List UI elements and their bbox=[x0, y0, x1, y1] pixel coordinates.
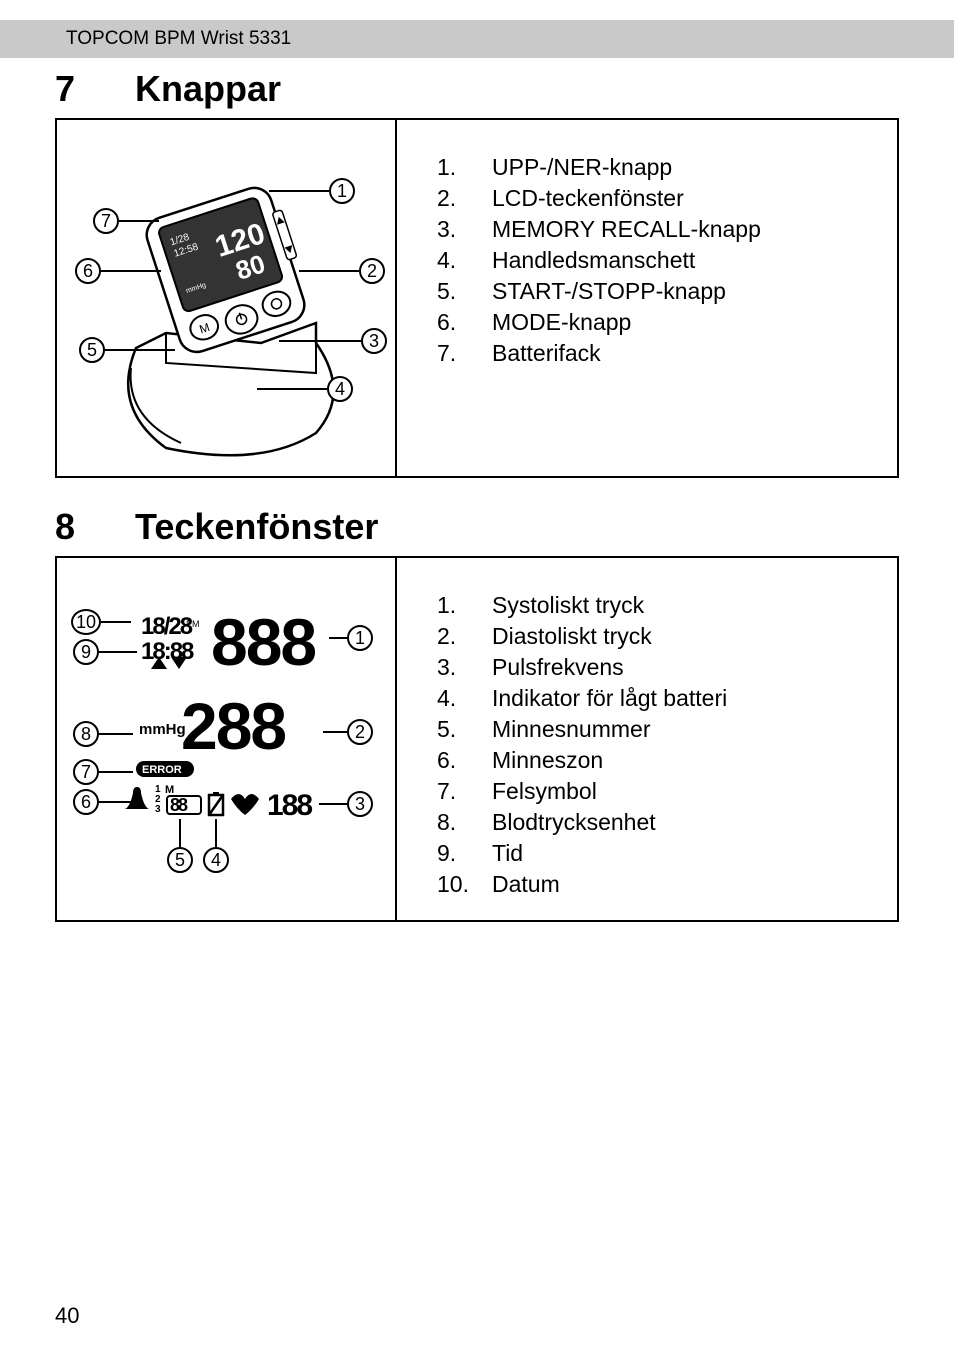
s7-item-3: MEMORY RECALL-knapp bbox=[492, 214, 761, 245]
page-number: 40 bbox=[55, 1303, 79, 1329]
s8-item-4: Indikator för lågt batteri bbox=[492, 683, 727, 714]
svg-text:18/28: 18/28 bbox=[141, 613, 193, 640]
section-7-figure: 1/28 12:58 120 80 mmHg M bbox=[57, 120, 397, 476]
s8-item-5: Minnesnummer bbox=[492, 714, 651, 745]
svg-text:mmHg: mmHg bbox=[139, 721, 186, 738]
section-8-list: 1.Systoliskt tryck 2.Diastoliskt tryck 3… bbox=[437, 590, 877, 900]
s7-item-1: UPP-/NER-knapp bbox=[492, 152, 672, 183]
section-8-title: Teckenfönster bbox=[135, 506, 378, 547]
section-7-list: 1.UPP-/NER-knapp 2.LCD-teckenfönster 3.M… bbox=[437, 152, 877, 369]
lcd-diagram: 18/28 PM 18:88 888 288 mmHg ERROR bbox=[71, 579, 381, 899]
s8-item-2: Diastoliskt tryck bbox=[492, 621, 652, 652]
section-8-figure: 18/28 PM 18:88 888 288 mmHg ERROR bbox=[57, 558, 397, 920]
svg-text:188: 188 bbox=[267, 789, 312, 822]
svg-text:PM: PM bbox=[186, 619, 200, 629]
s7-item-7: Batterifack bbox=[492, 338, 601, 369]
svg-text:888: 888 bbox=[211, 605, 315, 679]
section-8-heading: 8 Teckenfönster bbox=[55, 506, 899, 548]
s8-item-6: Minneszon bbox=[492, 745, 603, 776]
s8-item-3: Pulsfrekvens bbox=[492, 652, 624, 683]
s8-item-9: Tid bbox=[492, 838, 523, 869]
svg-text:18:88: 18:88 bbox=[141, 638, 194, 665]
section-7-panel: 1/28 12:58 120 80 mmHg M bbox=[55, 118, 899, 478]
document-header: TOPCOM BPM Wrist 5331 bbox=[0, 20, 954, 58]
device-diagram: 1/28 12:58 120 80 mmHg M bbox=[71, 138, 381, 458]
svg-text:288: 288 bbox=[181, 689, 285, 763]
section-7-heading: 7 Knappar bbox=[55, 68, 899, 110]
section-8-number: 8 bbox=[55, 506, 125, 548]
s8-item-7: Felsymbol bbox=[492, 776, 597, 807]
s8-item-10: Datum bbox=[492, 869, 560, 900]
s8-item-8: Blodtrycksenhet bbox=[492, 807, 656, 838]
s7-item-6: MODE-knapp bbox=[492, 307, 631, 338]
s7-item-2: LCD-teckenfönster bbox=[492, 183, 684, 214]
svg-text:88: 88 bbox=[170, 795, 188, 815]
s7-item-4: Handledsmanschett bbox=[492, 245, 695, 276]
section-8-panel: 18/28 PM 18:88 888 288 mmHg ERROR bbox=[55, 556, 899, 922]
s8-item-1: Systoliskt tryck bbox=[492, 590, 644, 621]
svg-text:3: 3 bbox=[155, 804, 161, 815]
section-7-title: Knappar bbox=[135, 68, 281, 109]
section-7-number: 7 bbox=[55, 68, 125, 110]
svg-text:ERROR: ERROR bbox=[142, 764, 182, 776]
s7-item-5: START-/STOPP-knapp bbox=[492, 276, 726, 307]
